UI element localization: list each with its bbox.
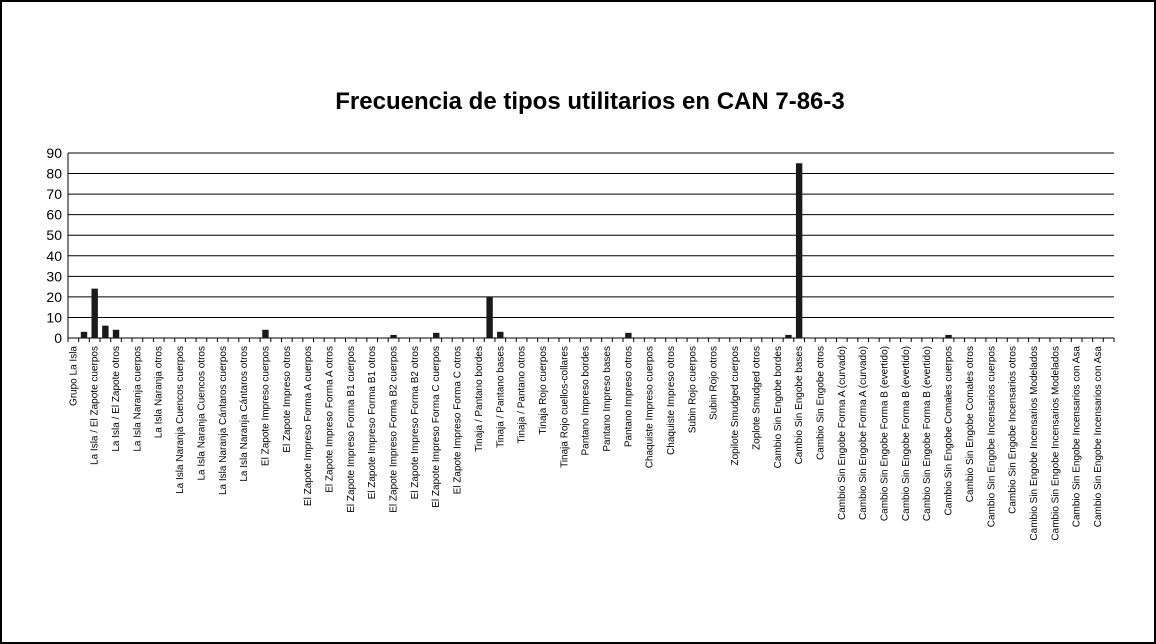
x-tick-label: El Zapote Impreso Forma A otros: [325, 346, 336, 493]
x-tick-label: Tinaja / Pantano otros: [517, 346, 528, 443]
x-tick-label: La Isla Naranja Cuencos cuerpos: [175, 346, 186, 494]
x-tick-label: El Zapote Impreso otros: [282, 346, 293, 453]
x-tick-label: Cambio Sin Engobe Forma A (curvado): [858, 346, 869, 520]
x-tick-label: Pantano Impreso otros: [623, 346, 634, 447]
x-tick-label: El Zapote Impreso Forma B1 otros: [367, 346, 378, 499]
x-tick-label: Cambio Sin Engobe Incensarios con Asa: [1072, 346, 1083, 528]
bar: [433, 332, 440, 338]
x-tick-label: Cambio Sin Engobe Comales otros: [965, 346, 976, 502]
x-tick-label: Cambio Sin Engobe Incensarios otros: [1008, 346, 1019, 514]
y-tick-label: 40: [46, 248, 62, 264]
x-tick-label: La Isla Naranja cuerpos: [132, 346, 143, 452]
x-tick-label: El Zapote Impreso Forma C otros: [453, 346, 464, 494]
y-tick-label: 20: [46, 289, 62, 305]
x-tick-label: Pantano Impreso bordes: [581, 346, 592, 456]
x-tick-label: El Zapote Impreso Forma B2 otros: [410, 346, 421, 499]
y-tick-label: 60: [46, 207, 62, 223]
bar: [91, 288, 98, 338]
x-tick-label: El Zapote Impreso Forma A cuerpos: [303, 346, 314, 506]
x-tick-label: Cambio Sin Engobe Incensarios con Asa: [1093, 346, 1104, 528]
bar: [795, 163, 803, 338]
bar: [262, 329, 269, 338]
x-tick-label: Zopilote Smudged cuerpos: [730, 346, 741, 466]
bar: [945, 334, 952, 338]
bar: [486, 296, 493, 338]
x-tick-label: Pantano Impreso bases: [602, 346, 613, 452]
x-tick-label: Cambio Sin Engobe Forma A (curvado): [837, 346, 848, 520]
bar: [390, 334, 397, 338]
x-tick-label: Zoplote Smudged otros: [751, 346, 762, 450]
x-tick-label: El Zapote Impreso Forma B1 cuerpos: [346, 346, 357, 513]
y-tick-label: 0: [54, 330, 62, 346]
bar: [102, 325, 109, 338]
x-tick-label: Grupo La Isla: [68, 346, 79, 406]
bar: [112, 329, 120, 338]
x-tick-label: Tinaja / Pantano bases: [495, 346, 506, 448]
x-tick-label: Tinaja Rojo cuerpos: [538, 346, 549, 435]
bar: [80, 331, 88, 338]
x-tick-label: Cambio Sin Engobe bordes: [773, 346, 784, 468]
y-tick-label: 70: [46, 186, 62, 202]
y-tick-label: 30: [46, 268, 62, 284]
x-tick-label: La Isla / El Zapote otros: [111, 346, 122, 452]
x-tick-label: Subin Rojo cuerpos: [687, 346, 698, 433]
x-tick-label: Subin Rojo otros: [709, 346, 720, 420]
x-tick-label: Cambio Sin Engobe Incensarios Modelados: [1050, 346, 1061, 541]
x-tick-label: Tinaja / Pantano bordes: [474, 346, 485, 452]
x-tick-label: El Zapote Impreso cuerpos: [260, 346, 271, 466]
x-tick-label: Cambio Sin Engobe Forma B (evertido): [901, 346, 912, 521]
y-tick-label: 80: [46, 166, 62, 182]
x-tick-label: Cambio Sin Engobe Comales cuerpos: [944, 346, 955, 516]
x-tick-label: Cambio Sin Engobe otros: [815, 346, 826, 460]
x-tick-label: Cambio Sin Engobe bases: [794, 346, 805, 464]
y-tick-label: 90: [46, 145, 62, 161]
bar: [625, 332, 632, 338]
bar: [497, 331, 504, 338]
x-tick-label: Chaquiste Impreso otros: [666, 346, 677, 455]
x-tick-label: Cambio Sin Engobe Forma B (evertido): [880, 346, 891, 521]
x-tick-label: La Isla Naranja Cántaros cuerpos: [218, 346, 229, 495]
x-tick-label: La Isla Naranja Cántaros otros: [239, 346, 250, 482]
x-tick-label: El Zapote Impreso Forma B2 cuerpos: [389, 346, 400, 513]
x-tick-label: Cambio Sin Engobe Incensarios Modelados: [1029, 346, 1040, 541]
x-tick-label: La Isla / El Zapote cuerpos: [90, 346, 101, 465]
x-tick-label: Tinaja Rojo cuellos-collares: [559, 346, 570, 468]
x-tick-label: Chaquiste Impreso cuerpos: [645, 346, 656, 468]
x-tick-label: El Zapote Impreso Forma C cuerpos: [431, 346, 442, 508]
bar: [785, 334, 792, 338]
x-tick-label: La Isla Naranja Cuencos otros: [196, 346, 207, 481]
x-tick-label: Cambio Sin Engobe Forma B (evertido): [922, 346, 933, 521]
y-tick-label: 10: [46, 309, 62, 325]
x-tick-label: Cambio Sin Engobe Incensarios cuerpos: [986, 346, 997, 527]
y-tick-label: 50: [46, 227, 62, 243]
chart-title: Frecuencia de tipos utilitarios en CAN 7…: [335, 88, 844, 115]
x-tick-label: La Isla Naranja otros: [154, 346, 165, 438]
